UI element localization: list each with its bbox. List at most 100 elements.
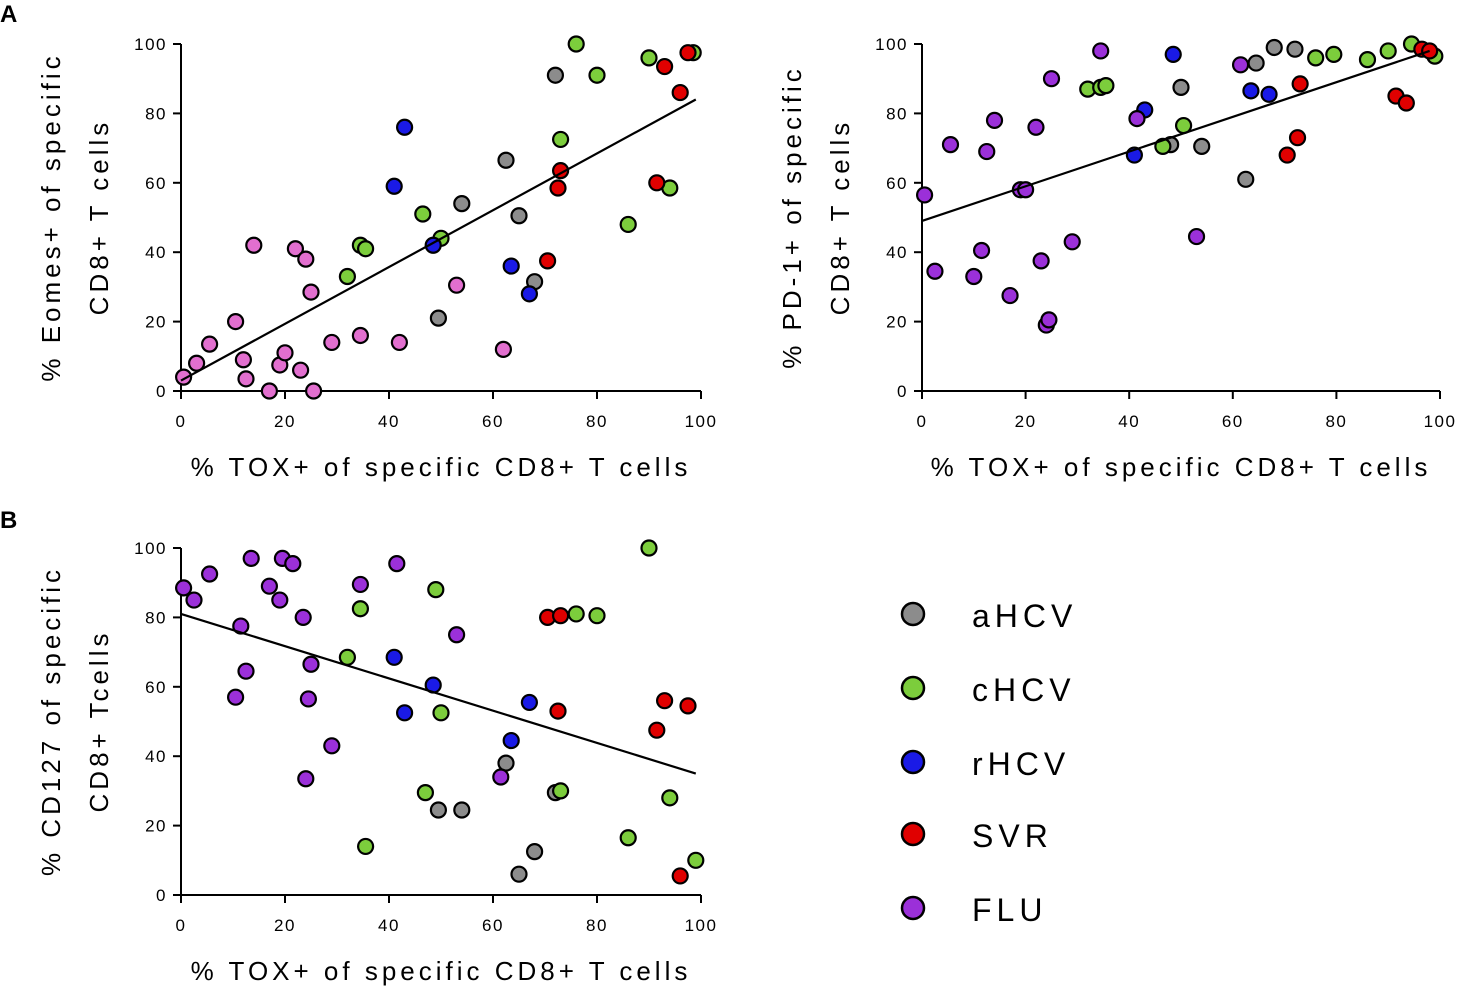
legend-item-ahcv: aHCV [900, 598, 1077, 634]
data-point-chcv [687, 851, 705, 869]
data-point-rhcv [502, 731, 520, 750]
data-point-chcv [338, 648, 356, 666]
data-point-flu [965, 267, 983, 286]
x-axis-title: % TOX+ of specific CD8+ T cells [191, 956, 692, 986]
legend-item-flu: FLU [900, 892, 1042, 928]
data-point-svr [1278, 146, 1296, 164]
legend-item-svr: SVR [900, 818, 1053, 854]
data-point-svr [679, 697, 697, 715]
legend-label-ahcv: aHCV [972, 598, 1077, 634]
panel-label-a: A [0, 1, 17, 28]
legend: aHCV cHCV rHCV SVR FLU [900, 598, 1077, 928]
data-point-flu [1092, 42, 1110, 60]
panel-label-b: B [0, 507, 17, 534]
data-point-flu [351, 575, 369, 594]
y-axis-title-line-1: % PD-1+ of specific [777, 65, 807, 369]
data-point-svr [671, 867, 689, 885]
data-point-ahcv [497, 754, 515, 772]
data-point-rhcv [502, 257, 520, 275]
y-tick-label: 0 [156, 382, 167, 401]
y-tick-label: 80 [145, 608, 167, 627]
x-tick-label: 100 [685, 412, 718, 431]
legend-item-rhcv: rHCV [900, 746, 1070, 782]
data-point-svr [648, 721, 666, 739]
data-point-ahcv [1237, 170, 1255, 188]
legend-label-rhcv: rHCV [972, 746, 1070, 782]
x-tick-label: 60 [482, 412, 504, 431]
scatter-pd1-vs-tox: 0 20 40 60 80 100 0 20 40 60 80 100 % TOX+ of specif… [777, 35, 1455, 482]
data-point-svr [671, 83, 689, 102]
data-point-flu [237, 370, 255, 388]
regression-line [180, 98, 697, 382]
data-point-rhcv [520, 285, 539, 303]
data-point-chcv [640, 49, 658, 67]
x-tick-label: 0 [176, 916, 187, 935]
y-tick-label: 100 [134, 539, 167, 558]
data-point-flu [227, 313, 245, 331]
data-point-flu [245, 236, 263, 254]
data-point-flu [237, 662, 255, 680]
data-point-flu [448, 626, 466, 644]
data-point-flu [388, 555, 406, 573]
data-point-flu [972, 241, 991, 260]
data-point-flu [175, 579, 193, 597]
y-tick-label: 20 [145, 313, 167, 332]
data-point-ahcv [453, 801, 471, 819]
y-tick-label: 60 [145, 174, 167, 193]
data-point-chcv [1307, 49, 1325, 67]
data-point-flu [286, 240, 304, 258]
legend-label-svr: SVR [972, 818, 1053, 854]
y-tick-label: 80 [145, 104, 167, 123]
data-point-flu [978, 142, 996, 161]
data-point-chcv [351, 600, 369, 618]
data-point-chcv [661, 789, 679, 807]
y-tick-label: 20 [886, 313, 908, 332]
data-point-ahcv [429, 309, 447, 327]
data-point-flu [985, 111, 1004, 129]
y-tick-label: 100 [875, 35, 908, 54]
data-point-chcv [414, 205, 432, 223]
data-point-flu [1063, 233, 1081, 251]
data-point-svr [549, 702, 567, 720]
x-tick-label: 20 [274, 412, 296, 431]
data-point-chcv [432, 704, 450, 722]
data-point-svr [648, 174, 666, 192]
data-point-chcv [1325, 45, 1343, 64]
x-tick-label: 0 [176, 412, 187, 431]
data-point-ahcv [1247, 54, 1265, 72]
data-point-flu [201, 335, 219, 353]
data-point-flu [1128, 110, 1146, 128]
x-tick-label: 0 [917, 412, 928, 431]
data-point-ahcv [525, 843, 544, 861]
legend-marker-flu [900, 895, 926, 921]
data-point-chcv [567, 605, 585, 623]
data-point-flu [292, 361, 310, 379]
x-tick-label: 80 [586, 916, 608, 935]
y-tick-label: 40 [145, 747, 167, 766]
data-point-flu [1001, 286, 1019, 305]
data-point-flu [227, 688, 245, 706]
regression-line [921, 49, 1430, 223]
y-axis-title-line-1: % Eomes+ of specific [36, 52, 66, 381]
data-point-flu [201, 565, 219, 583]
data-point-rhcv [1164, 45, 1182, 64]
data-point-flu [302, 283, 320, 301]
data-point-ahcv [1286, 40, 1304, 58]
data-point-flu [185, 591, 203, 609]
regression-line [180, 612, 697, 775]
y-tick-label: 40 [145, 243, 167, 262]
data-point-chcv [1097, 77, 1115, 95]
data-point-flu [448, 276, 466, 294]
data-point-flu [188, 354, 206, 372]
legend-marker-svr [900, 821, 926, 847]
data-point-flu [1027, 118, 1045, 136]
data-point-svr [679, 44, 697, 62]
y-tick-label: 60 [886, 174, 908, 193]
data-point-flu [323, 333, 341, 352]
data-point-ahcv [1193, 137, 1211, 155]
data-point-rhcv [396, 118, 414, 136]
data-point-flu [260, 577, 278, 595]
data-point-chcv [1358, 51, 1377, 69]
y-tick-label: 0 [156, 886, 167, 905]
